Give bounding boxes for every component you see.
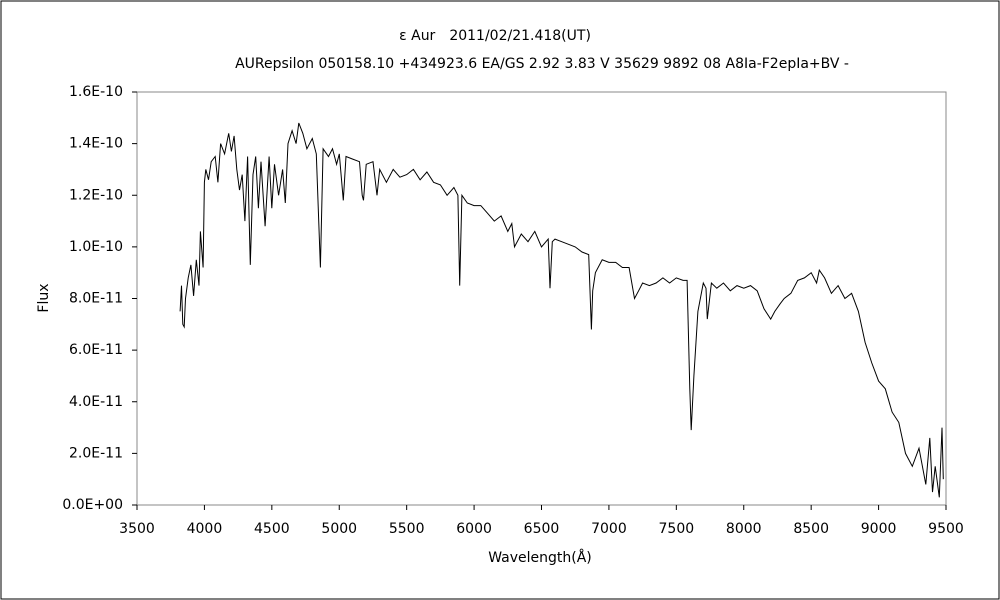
x-tick-label: 6500 bbox=[524, 521, 560, 537]
x-tick-label: 7000 bbox=[591, 521, 627, 537]
y-tick-label: 2.0E-11 bbox=[69, 445, 123, 461]
y-tick-label: 8.0E-11 bbox=[69, 291, 123, 307]
y-tick-label: 4.0E-11 bbox=[69, 394, 123, 410]
chart-title: ε Aur 2011/02/21.418(UT) bbox=[399, 28, 591, 44]
x-tick-label: 3500 bbox=[119, 521, 155, 537]
x-tick-label: 4500 bbox=[254, 521, 290, 537]
x-tick-label: 8000 bbox=[726, 521, 762, 537]
x-tick-label: 4000 bbox=[187, 521, 223, 537]
x-tick-label: 6000 bbox=[456, 521, 492, 537]
y-tick-label: 1.4E-10 bbox=[69, 136, 123, 152]
x-tick-label: 5000 bbox=[321, 521, 357, 537]
y-tick-label: 1.2E-10 bbox=[69, 187, 123, 203]
y-tick-label: 1.6E-10 bbox=[69, 84, 123, 100]
y-axis-label: Flux bbox=[36, 283, 52, 312]
y-tick-label: 6.0E-11 bbox=[69, 342, 123, 358]
spectrum-line bbox=[179, 122, 944, 498]
x-tick-label: 9000 bbox=[861, 521, 897, 537]
x-tick-label: 5500 bbox=[389, 521, 425, 537]
y-tick-label: 0.0E+00 bbox=[62, 497, 123, 513]
x-axis-label: Wavelength(Å) bbox=[488, 549, 592, 566]
x-tick-label: 8500 bbox=[793, 521, 829, 537]
chart-subtitle: AURepsilon 050158.10 +434923.6 EA/GS 2.9… bbox=[235, 56, 849, 72]
y-tick-label: 1.0E-10 bbox=[69, 239, 123, 255]
x-tick-label: 7500 bbox=[659, 521, 695, 537]
x-tick-label: 9500 bbox=[928, 521, 964, 537]
